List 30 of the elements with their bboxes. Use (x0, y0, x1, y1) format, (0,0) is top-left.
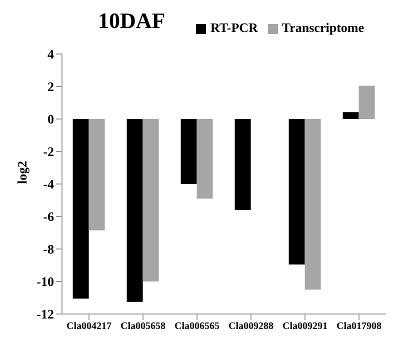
bar (234, 119, 251, 210)
y-tick-label: -12 (36, 306, 54, 322)
y-tick-label: -2 (43, 144, 54, 160)
bar (88, 119, 105, 230)
bar (72, 119, 89, 299)
y-tick-label: -6 (43, 209, 54, 224)
bar (288, 119, 305, 264)
bar (142, 119, 159, 282)
y-tick-label: 0 (48, 112, 54, 127)
y-tick-label: -8 (43, 242, 54, 257)
x-tick-label: Cla009291 (282, 321, 328, 332)
bar (304, 119, 321, 290)
x-tick-label: Cla005658 (120, 321, 166, 332)
x-tick-label: Cla009288 (228, 321, 274, 332)
x-tick-label: Cla017908 (336, 321, 382, 332)
bar (196, 119, 213, 199)
legend-label: Transcriptome (282, 20, 364, 35)
y-tick-label: 2 (48, 79, 54, 94)
bar (342, 112, 359, 119)
bar (358, 86, 375, 119)
y-tick-label: 4 (48, 46, 54, 62)
bar (126, 119, 143, 302)
y-tick-label: -10 (36, 274, 54, 290)
y-axis-title: log2 (14, 160, 30, 184)
x-tick-label: Cla006565 (174, 321, 220, 332)
chart-title: 10DAF (98, 8, 166, 34)
y-tick-label: -4 (43, 176, 54, 192)
x-tick-label: Cla004217 (66, 321, 112, 332)
bar (180, 119, 197, 184)
legend-label: RT-PCR (210, 20, 258, 35)
